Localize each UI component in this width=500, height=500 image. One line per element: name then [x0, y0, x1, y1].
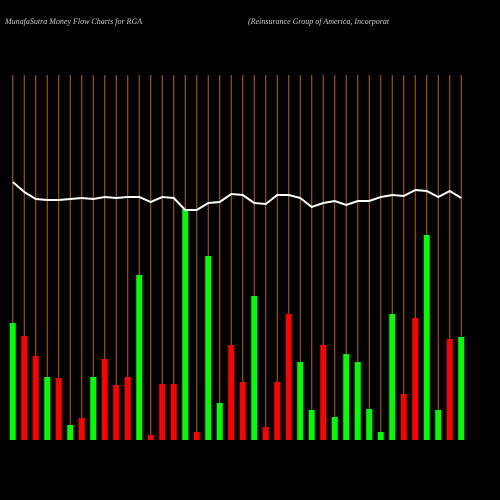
bar — [423, 235, 430, 440]
bar — [32, 356, 39, 440]
bar — [389, 314, 396, 440]
bar — [228, 345, 235, 440]
bar — [147, 435, 154, 440]
bar — [55, 378, 62, 440]
bar — [251, 296, 258, 440]
bar — [435, 410, 442, 440]
bar — [124, 377, 131, 440]
bar — [182, 209, 189, 440]
bar — [274, 382, 281, 440]
bar — [67, 425, 74, 440]
bar — [446, 339, 453, 440]
bar — [113, 385, 120, 440]
bar — [78, 418, 85, 440]
bar — [354, 362, 361, 440]
bar — [136, 275, 143, 440]
bar — [343, 354, 350, 440]
bar — [205, 256, 212, 440]
bar — [170, 384, 177, 440]
bar — [239, 382, 246, 440]
bar — [366, 409, 373, 440]
bar — [21, 336, 28, 440]
bar — [193, 432, 200, 440]
chart-subtitle: (Reinsurance Group of America, Incorpora… — [248, 17, 390, 26]
bar — [90, 377, 97, 440]
bar — [216, 403, 223, 440]
bar — [412, 318, 419, 440]
money-flow-line — [12, 181, 462, 211]
bar — [400, 394, 407, 440]
bar — [458, 337, 465, 440]
chart-title: MunafaSutra Money Flow Charts for RGA — [4, 17, 142, 26]
bar — [285, 314, 292, 440]
bar — [377, 432, 384, 440]
bar — [297, 362, 304, 440]
bar — [331, 417, 338, 440]
bar — [262, 427, 269, 440]
bar — [308, 410, 315, 440]
bar — [9, 323, 16, 440]
bar — [159, 384, 166, 440]
bar — [101, 359, 108, 440]
bar — [320, 345, 327, 440]
bar — [44, 377, 51, 440]
